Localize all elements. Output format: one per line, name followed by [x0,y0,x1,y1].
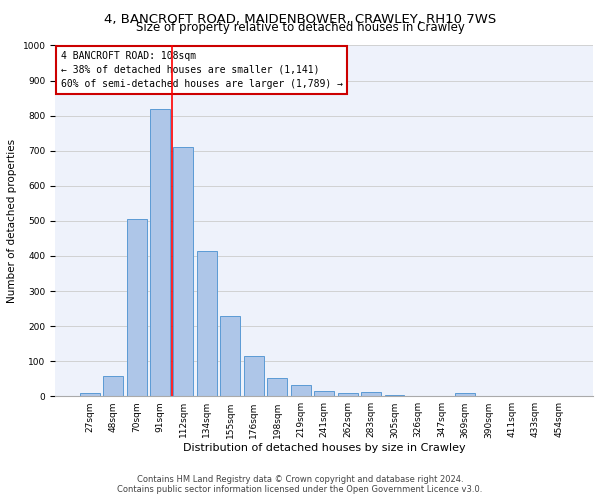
Bar [197,250,217,396]
Bar [244,356,264,397]
Text: Contains HM Land Registry data © Crown copyright and database right 2024.: Contains HM Land Registry data © Crown c… [137,475,463,484]
Text: Size of property relative to detached houses in Crawley: Size of property relative to detached ho… [136,22,464,35]
Bar [361,392,381,396]
Bar [103,376,123,396]
Bar [173,147,193,396]
Bar [127,219,146,396]
X-axis label: Distribution of detached houses by size in Crawley: Distribution of detached houses by size … [183,443,466,453]
Bar [385,395,404,396]
Text: 4 BANCROFT ROAD: 108sqm
← 38% of detached houses are smaller (1,141)
60% of semi: 4 BANCROFT ROAD: 108sqm ← 38% of detache… [61,50,343,88]
Bar [314,391,334,396]
Bar [338,393,358,396]
Bar [291,385,311,396]
Y-axis label: Number of detached properties: Number of detached properties [7,139,17,303]
Bar [455,393,475,396]
Text: 4, BANCROFT ROAD, MAIDENBOWER, CRAWLEY, RH10 7WS: 4, BANCROFT ROAD, MAIDENBOWER, CRAWLEY, … [104,12,496,26]
Bar [220,316,241,396]
Bar [80,394,100,396]
Bar [267,378,287,396]
Text: Contains public sector information licensed under the Open Government Licence v3: Contains public sector information licen… [118,484,482,494]
Bar [150,108,170,397]
